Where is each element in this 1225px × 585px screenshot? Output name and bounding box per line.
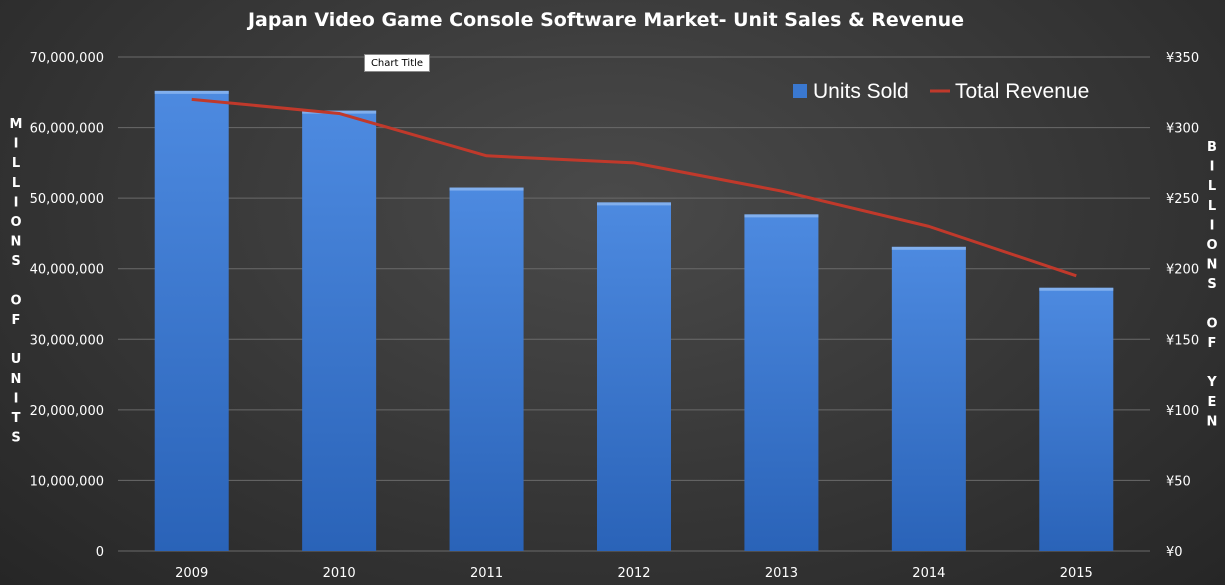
bar-highlight [597, 202, 671, 206]
bar-highlight [744, 214, 819, 218]
chart-title: Japan Video Game Console Software Market… [246, 9, 964, 31]
bar-highlight [154, 90, 229, 94]
right-tick-label: ¥150 [1166, 333, 1199, 348]
x-axis-ticks: 2009 2010 2011 2012 2013 2014 2015 [175, 566, 1093, 581]
left-tick-label: 70,000,000 [30, 51, 104, 66]
x-tick-label: 2010 [323, 566, 356, 581]
x-tick-label: 2015 [1060, 566, 1093, 581]
right-tick-label: ¥250 [1166, 192, 1199, 207]
x-tick-label: 2013 [765, 566, 798, 581]
left-tick-label: 60,000,000 [30, 122, 104, 137]
bar-highlight [1039, 287, 1114, 291]
right-tick-label: ¥300 [1166, 122, 1199, 137]
legend-swatch-units [793, 84, 807, 98]
x-tick-label: 2009 [175, 566, 208, 581]
legend-label-revenue: Total Revenue [955, 80, 1089, 103]
left-tick-label: 20,000,000 [30, 404, 104, 419]
bar-2011 [449, 187, 524, 552]
line-series [191, 97, 1077, 278]
x-tick-label: 2012 [617, 566, 650, 581]
legend: Units Sold Total Revenue [793, 80, 1089, 103]
bar-2010 [302, 110, 377, 552]
x-tick-label: 2014 [912, 566, 945, 581]
legend-label-units: Units Sold [813, 80, 909, 103]
left-tick-label: 50,000,000 [30, 192, 104, 207]
bar-2009 [154, 90, 229, 552]
left-tick-label: 0 [96, 545, 104, 560]
right-tick-label: ¥50 [1166, 474, 1191, 489]
chart-title-tooltip: Chart Title [364, 54, 430, 72]
left-tick-label: 40,000,000 [30, 263, 104, 278]
bar-highlight [449, 187, 524, 191]
bar-series [154, 90, 1114, 552]
bar-2012 [597, 202, 671, 551]
bar-highlight [891, 246, 966, 250]
revenue-line [191, 97, 1077, 278]
bar-2015 [1039, 287, 1114, 551]
right-tick-label: ¥350 [1166, 51, 1199, 66]
bar-2014 [891, 246, 966, 551]
left-tick-label: 10,000,000 [30, 474, 104, 489]
left-axis-ticks: 0 10,000,000 20,000,000 30,000,000 40,000,00… [30, 51, 104, 560]
bar-2013 [744, 214, 819, 552]
left-tick-label: 30,000,000 [30, 333, 104, 348]
right-tick-label: ¥200 [1166, 263, 1199, 278]
right-tick-label: ¥100 [1166, 404, 1199, 419]
right-tick-label: ¥0 [1166, 545, 1183, 560]
x-tick-label: 2011 [470, 566, 503, 581]
right-axis-ticks: ¥0 ¥50 ¥100 ¥150 ¥200 ¥250 ¥300 ¥350 [1166, 51, 1199, 560]
